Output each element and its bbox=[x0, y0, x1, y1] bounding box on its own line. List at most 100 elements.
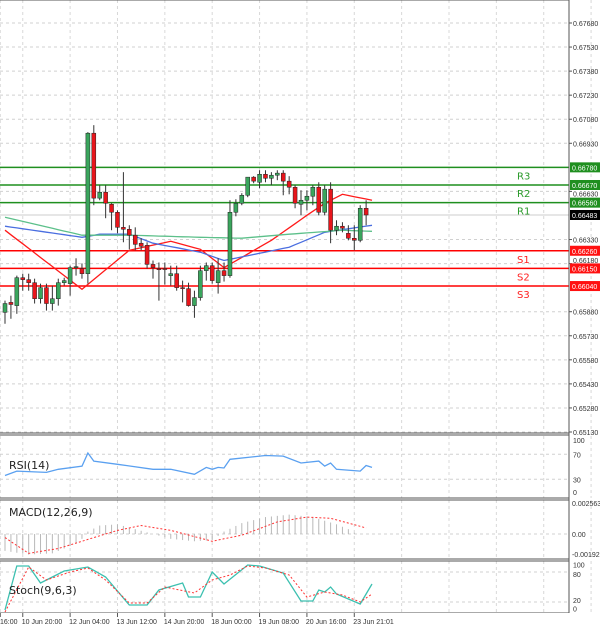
candle-down bbox=[138, 242, 144, 247]
stoch-tick-label: 80 bbox=[573, 572, 581, 579]
moving-average-line-1 bbox=[4, 193, 373, 291]
candle-down bbox=[109, 203, 114, 213]
price-tick-label: 0.66180 bbox=[573, 258, 598, 265]
candle-up bbox=[233, 203, 239, 213]
candle-down bbox=[144, 245, 150, 265]
candle-up bbox=[85, 132, 91, 274]
candle-up bbox=[298, 199, 304, 205]
candle-up bbox=[97, 191, 102, 199]
candle-up bbox=[257, 173, 262, 183]
level-price-badge bbox=[570, 281, 600, 292]
time-axis-band bbox=[0, 613, 600, 629]
candle-up bbox=[334, 225, 339, 231]
rsi-tick-label: 70 bbox=[573, 452, 581, 459]
time-tick-label: 14 Jun 20:00 bbox=[164, 619, 205, 626]
time-tick-label: 20 Jun 16:00 bbox=[306, 619, 347, 626]
time-tick-label: 16:00 bbox=[0, 619, 18, 626]
current-price-badge bbox=[570, 209, 600, 220]
candle-down bbox=[209, 265, 215, 281]
level-label-r3: R3 bbox=[517, 171, 530, 182]
candle-down bbox=[20, 277, 26, 280]
level-label-s2: S2 bbox=[517, 272, 530, 283]
candle-up bbox=[269, 174, 274, 179]
time-tick-label: 13 Jun 12:00 bbox=[116, 619, 157, 626]
candle-down bbox=[346, 233, 351, 239]
candle-up bbox=[73, 266, 79, 268]
price-tick-label: 0.65430 bbox=[573, 382, 598, 389]
current-price-label: 0.66483 bbox=[572, 213, 597, 220]
price-tick-label: 0.67680 bbox=[573, 21, 598, 28]
rsi-line bbox=[4, 451, 373, 477]
macd-label: MACD(12,26,9) bbox=[9, 506, 93, 519]
candle-down bbox=[328, 188, 333, 231]
rsi-label: RSI(14) bbox=[9, 459, 49, 472]
candle-down bbox=[186, 288, 191, 306]
candle-down bbox=[251, 176, 256, 182]
price-tick-label: 0.66930 bbox=[573, 141, 598, 148]
level-label-s3: S3 bbox=[517, 290, 530, 301]
candle-up bbox=[61, 280, 67, 283]
level-price-label: 0.66260 bbox=[572, 249, 597, 256]
level-label-r1: R1 bbox=[517, 207, 530, 218]
candle-up bbox=[38, 287, 43, 299]
panel-frame bbox=[0, 434, 570, 499]
candle-down bbox=[44, 287, 49, 304]
price-tick-label: 0.67080 bbox=[573, 117, 598, 124]
price-tick-label: 0.65730 bbox=[573, 334, 598, 341]
macd-signal-line bbox=[4, 516, 367, 554]
level-price-badge bbox=[570, 263, 600, 274]
price-tick-label: 0.65580 bbox=[573, 358, 598, 365]
candle-down bbox=[132, 234, 138, 245]
candle-up bbox=[204, 265, 209, 271]
level-price-badge bbox=[570, 179, 600, 190]
level-price-label: 0.66780 bbox=[572, 165, 597, 172]
price-tick-label: 0.66630 bbox=[573, 191, 598, 198]
stoch-tick-label: 100 bbox=[573, 563, 585, 570]
price-tick-label: 0.65280 bbox=[573, 406, 598, 413]
candle-down bbox=[162, 268, 168, 270]
candle-up bbox=[168, 273, 174, 276]
rsi-tick-label: 30 bbox=[573, 477, 581, 484]
candle-up bbox=[357, 208, 363, 241]
time-tick-label: 18 Jun 00:00 bbox=[211, 619, 252, 626]
level-price-badge bbox=[570, 197, 600, 208]
candle-up bbox=[67, 267, 73, 284]
candles bbox=[2, 125, 369, 324]
price-tick-label: 0.65130 bbox=[573, 430, 598, 437]
macd-tick-label: -0.001922 bbox=[572, 552, 600, 559]
level-price-badge bbox=[570, 245, 600, 256]
candle-up bbox=[322, 188, 327, 213]
candle-down bbox=[286, 180, 292, 188]
level-price-badge bbox=[570, 162, 600, 173]
candle-down bbox=[221, 270, 227, 276]
stoch-tick-label: 0 bbox=[573, 607, 577, 614]
level-label-r2: R2 bbox=[517, 189, 530, 200]
candle-down bbox=[263, 173, 268, 179]
price-tick-label: 0.66330 bbox=[573, 238, 598, 245]
candle-down bbox=[121, 227, 126, 230]
candle-down bbox=[174, 273, 179, 288]
price-axis: 0.67680 0.67530 0.67380 0.67230 0.67080 0.669… bbox=[568, 0, 600, 613]
candle-up bbox=[215, 270, 221, 283]
panel-frame bbox=[0, 0, 570, 434]
candle-up bbox=[14, 277, 20, 306]
time-tick-label: 10 Jun 20:00 bbox=[22, 619, 63, 626]
candle-up bbox=[304, 195, 310, 201]
price-tick-label: 0.67230 bbox=[573, 93, 598, 100]
candle-up bbox=[275, 172, 280, 176]
candle-down bbox=[103, 191, 108, 204]
level-label-s1: S1 bbox=[517, 255, 530, 266]
panel-separator bbox=[0, 433, 569, 435]
price-tick-label: 0.67530 bbox=[573, 45, 598, 52]
candle-up bbox=[2, 303, 8, 313]
moving-averages bbox=[4, 193, 373, 291]
candle-down bbox=[180, 287, 185, 289]
stoch-label: Stoch(9,6,3) bbox=[9, 584, 77, 597]
level-price-label: 0.66560 bbox=[572, 201, 597, 208]
candle-down bbox=[91, 132, 97, 199]
candle-down bbox=[150, 264, 156, 268]
time-tick-label: 12 Jun 04:00 bbox=[69, 619, 110, 626]
candle-down bbox=[32, 282, 37, 299]
candle-up bbox=[50, 298, 55, 304]
